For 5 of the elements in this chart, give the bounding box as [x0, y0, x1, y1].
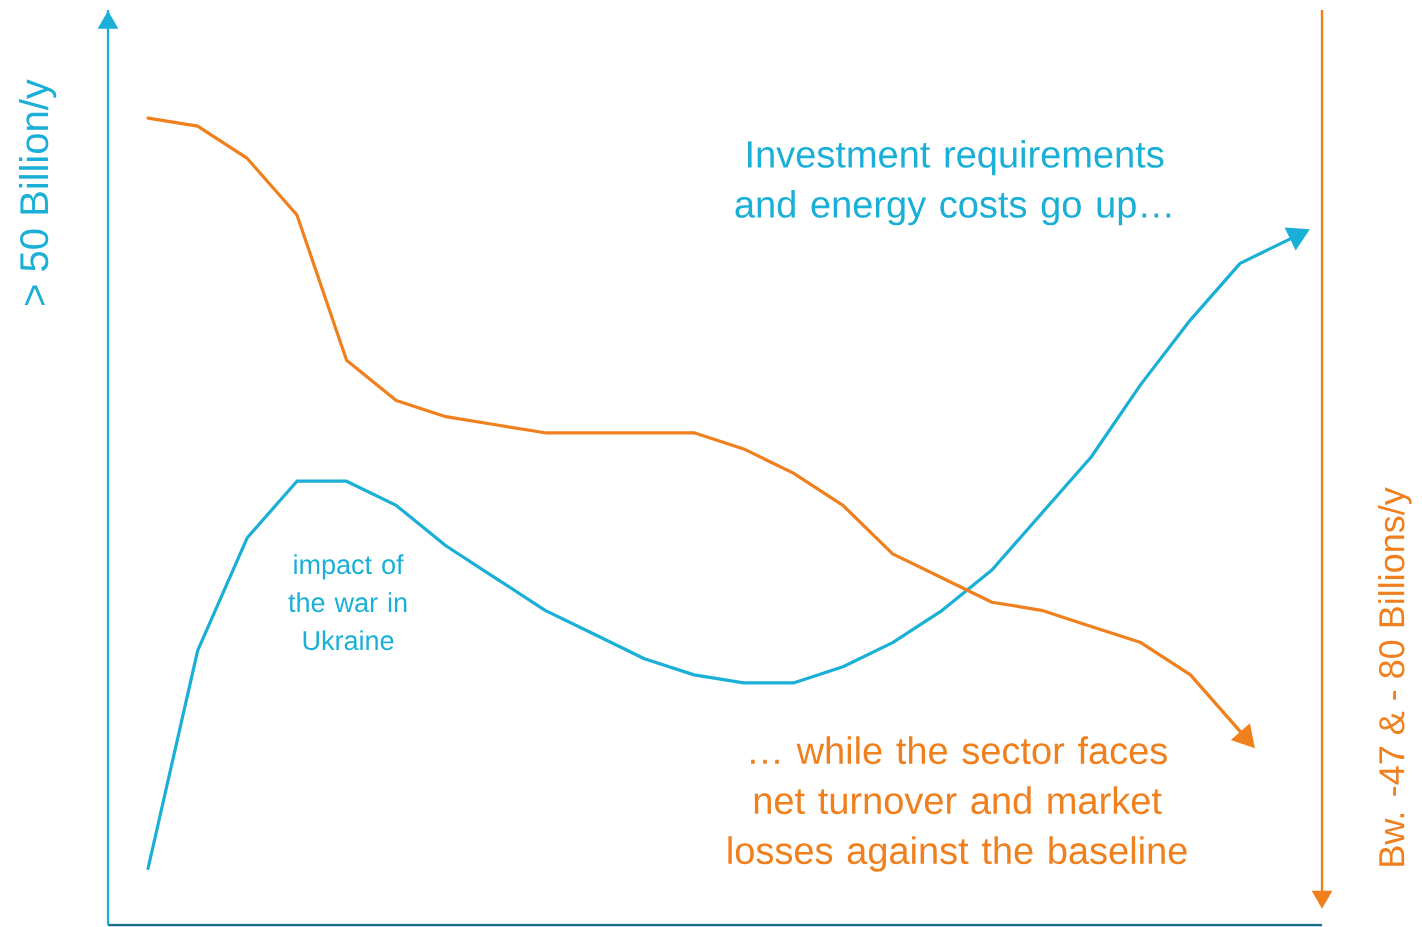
y2-axis-title: Bw. -47 & - 80 Billions/y	[1378, 487, 1412, 866]
annotation: impact of the war in Ukraine	[288, 554, 407, 651]
y-axis-title: > 50 Billion/y	[18, 79, 57, 305]
annotation: Investment requirements and energy costs go up…	[735, 139, 1171, 226]
annotation: … while the sector faces net turnover and market losses against the baseline	[728, 736, 1187, 872]
